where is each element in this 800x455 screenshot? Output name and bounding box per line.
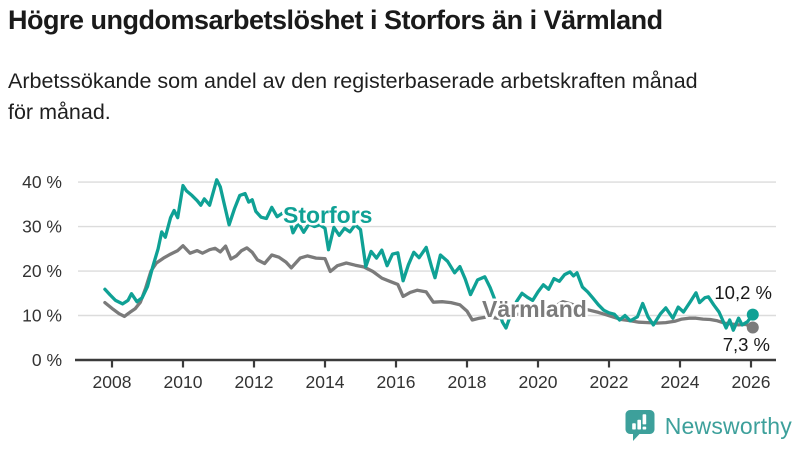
x-axis-label: 2026	[732, 372, 771, 392]
y-axis-label: 30 %	[22, 217, 62, 237]
y-axis-label: 0 %	[32, 350, 62, 370]
storfors-series-label: Storfors	[283, 202, 372, 228]
y-axis-label: 40 %	[22, 172, 62, 192]
chart-subtitle: Arbetssökande som andel av den registerb…	[8, 66, 788, 128]
x-axis-label: 2024	[661, 372, 700, 392]
subtitle-line-2: för månad.	[8, 100, 111, 124]
subtitle-line-1: Arbetssökande som andel av den registerb…	[8, 69, 698, 93]
x-axis-label: 2020	[519, 372, 558, 392]
y-axis-label: 10 %	[22, 306, 62, 326]
storfors-line	[103, 178, 755, 332]
newsworthy-logo-text: Newsworthy	[664, 412, 792, 439]
vrmland-end-dot	[746, 321, 759, 334]
newsworthy-bubble-chart-icon	[625, 410, 655, 441]
x-axis-label: 2018	[448, 372, 487, 392]
x-axis-label: 2008	[93, 372, 132, 392]
x-axis-label: 2010	[164, 372, 203, 392]
vrmland-line	[103, 244, 755, 330]
y-axis-label: 20 %	[22, 261, 62, 281]
x-axis-label: 2012	[235, 372, 274, 392]
storfors-end-value-label: 10,2 %	[714, 282, 772, 303]
storfors-end-dot	[746, 308, 759, 321]
page-title: Högre ungdomsarbetslöshet i Storfors än …	[8, 5, 663, 35]
x-axis-label: 2014	[306, 372, 345, 392]
x-axis-label: 2022	[590, 372, 629, 392]
vrmland-end-value-label: 7,3 %	[723, 334, 770, 355]
vrmland-series-label: Värmland	[482, 296, 587, 322]
newsworthy-logo: Newsworthy	[625, 408, 792, 444]
x-axis-label: 2016	[377, 372, 416, 392]
